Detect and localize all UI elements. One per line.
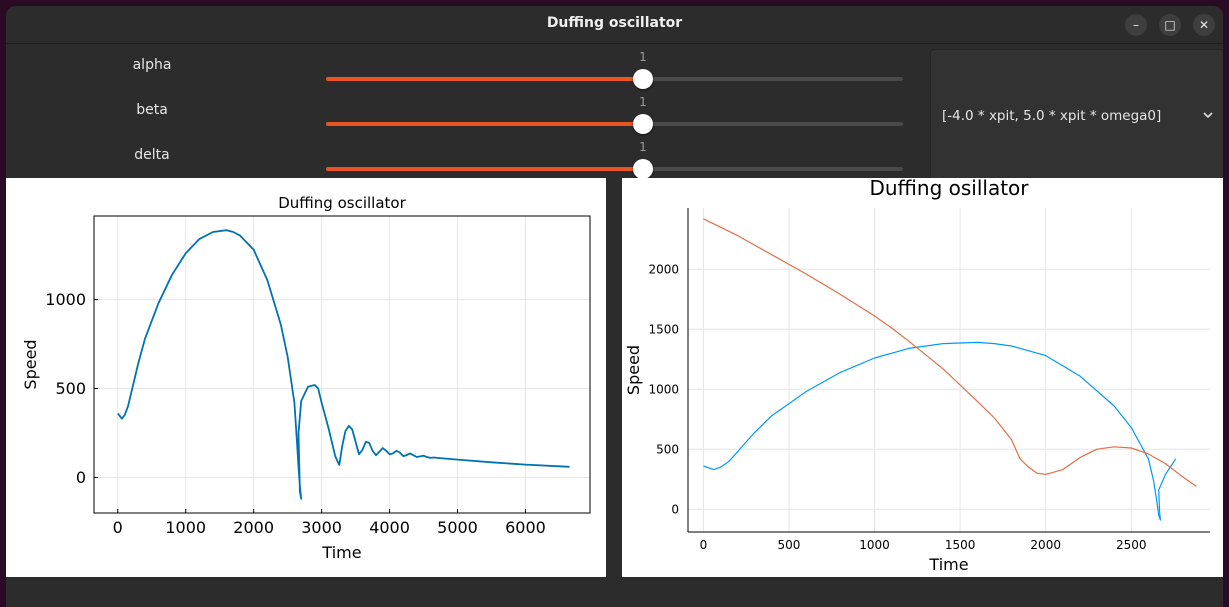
x-tick-label: 1500 <box>945 538 976 552</box>
alpha-slider-handle[interactable] <box>632 69 653 89</box>
minimize-button[interactable]: – <box>1125 14 1147 36</box>
beta-value: 1 <box>639 95 647 109</box>
titlebar: Duffing oscillator – □ ✕ <box>6 6 1223 44</box>
delta-label: delta <box>134 147 170 163</box>
delta-slider-fill <box>326 167 643 171</box>
delta-slider[interactable] <box>326 159 903 179</box>
close-button[interactable]: ✕ <box>1193 14 1215 36</box>
series-line-0 <box>703 341 1177 521</box>
beta-slider-handle[interactable] <box>632 114 653 134</box>
series-line-1 <box>703 218 1197 487</box>
x-tick-label: 2000 <box>233 518 274 537</box>
y-tick-label: 500 <box>656 442 679 456</box>
alpha-slider-fill <box>326 77 643 81</box>
y-tick-label: 0 <box>671 502 679 516</box>
series-line-0 <box>117 229 570 500</box>
y-tick-label: 1500 <box>648 322 679 336</box>
x-tick-label: 0 <box>700 538 708 552</box>
x-tick-label: 1000 <box>165 518 206 537</box>
minimize-icon: – <box>1133 18 1139 32</box>
controls-panel: alpha 1 beta 1 delta 1 [-4.0 * xpit, 5.0… <box>6 43 1223 183</box>
y-tick-label: 500 <box>55 379 86 398</box>
window-title: Duffing oscillator <box>546 15 683 31</box>
y-axis-label: Speed <box>624 345 643 395</box>
app-window: Duffing oscillator – □ ✕ alpha 1 beta 1 … <box>6 6 1223 607</box>
beta-label: beta <box>136 102 168 118</box>
y-tick-label: 1000 <box>648 382 679 396</box>
chart-title: Duffing osillator <box>869 178 1029 200</box>
beta-slider[interactable] <box>326 114 903 134</box>
delta-value: 1 <box>639 140 647 154</box>
forcing-dropdown[interactable]: [-4.0 * xpit, 5.0 * xpit * omega0] <box>930 49 1223 183</box>
x-tick-label: 2500 <box>1116 538 1147 552</box>
x-tick-label: 0 <box>113 518 123 537</box>
x-tick-label: 4000 <box>369 518 410 537</box>
chart-title: Duffing oscillator <box>278 194 406 212</box>
maximize-button[interactable]: □ <box>1159 14 1181 36</box>
x-tick-label: 500 <box>778 538 801 552</box>
dropdown-selected-value: [-4.0 * xpit, 5.0 * xpit * omega0] <box>942 108 1162 124</box>
close-icon: ✕ <box>1198 18 1210 32</box>
x-tick-label: 2000 <box>1030 538 1061 552</box>
x-tick-label: 3000 <box>301 518 342 537</box>
right-plot-panel: 0 500 1000 1500 2000 2500 0 500 1000 1500 2000 Duff… <box>622 176 1223 577</box>
alpha-value: 1 <box>639 50 647 64</box>
x-tick-label: 5000 <box>437 518 478 537</box>
x-axis-label: Time <box>928 555 968 574</box>
chevron-down-icon <box>1203 112 1213 119</box>
x-tick-label: 6000 <box>505 518 546 537</box>
y-axis-label: Speed <box>21 339 40 389</box>
y-tick-label: 2000 <box>648 262 679 276</box>
alpha-slider[interactable] <box>326 69 903 89</box>
maximize-icon: □ <box>1164 18 1176 32</box>
alpha-label: alpha <box>132 57 172 73</box>
x-axis-label: Time <box>321 543 361 562</box>
left-plot-panel: 0 1000 2000 3000 4000 5000 6000 0 500 1000 Duffing… <box>6 178 606 577</box>
plot-frame <box>93 215 591 514</box>
left-chart: 0 1000 2000 3000 4000 5000 6000 0 500 1000 Duffing… <box>21 194 591 562</box>
beta-slider-fill <box>326 122 643 126</box>
right-chart: 0 500 1000 1500 2000 2500 0 500 1000 1500 2000 Duff… <box>624 176 1210 574</box>
delta-slider-handle[interactable] <box>632 159 653 179</box>
y-tick-label: 1000 <box>45 290 86 309</box>
x-tick-label: 1000 <box>859 538 890 552</box>
y-tick-label: 0 <box>76 468 86 487</box>
